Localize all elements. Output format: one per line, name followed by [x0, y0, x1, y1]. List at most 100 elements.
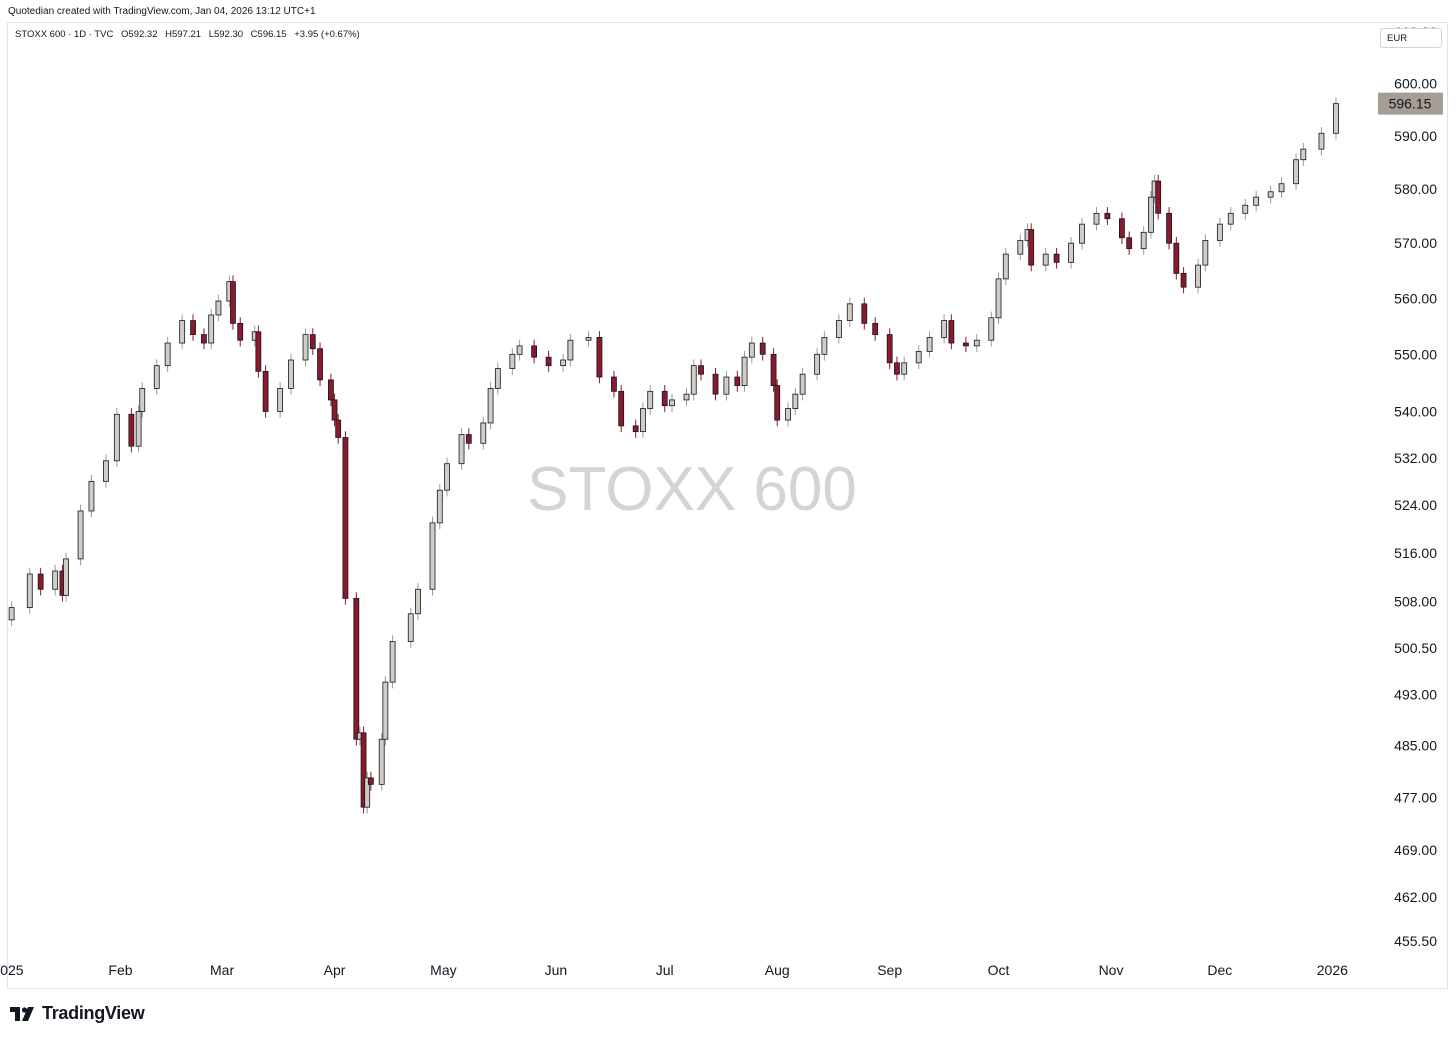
tradingview-logo[interactable]: TradingView [10, 1003, 145, 1024]
candle [531, 339, 538, 364]
candle [444, 457, 450, 497]
candle [255, 325, 262, 378]
candle [1093, 207, 1100, 231]
candle [190, 314, 196, 341]
candle-body [190, 320, 196, 335]
candle [494, 362, 501, 395]
candle-body [835, 320, 842, 338]
candle [1042, 247, 1049, 272]
candle-body [353, 598, 360, 740]
price-axis-label: 469.00 [1394, 842, 1437, 858]
candle [230, 275, 236, 330]
candle [1242, 199, 1249, 220]
candle-body [915, 351, 922, 364]
candle [201, 328, 207, 350]
candle-body [201, 334, 207, 344]
candle [1017, 234, 1024, 261]
candle-body [926, 337, 933, 352]
candle [335, 413, 342, 444]
candle [480, 416, 487, 450]
price-axis-label: 455.50 [1394, 933, 1437, 949]
candle-body [698, 365, 704, 375]
candle-body [77, 510, 84, 560]
time-axis[interactable]: 2025 Feb Mar Apr May Jun Jul Aug Sep Oct Nov Dec 202… [0, 962, 1348, 978]
candle [509, 348, 516, 375]
price-axis-label: 493.00 [1394, 687, 1437, 703]
candle [179, 314, 186, 350]
candle [516, 339, 523, 361]
candle [382, 675, 389, 746]
candle [139, 382, 146, 418]
candle-body [342, 437, 349, 599]
candle [215, 294, 222, 322]
candle-body [596, 337, 603, 378]
candle-body [1202, 240, 1209, 266]
candle-body [262, 370, 269, 412]
candle-body [113, 413, 120, 462]
candle [1333, 97, 1339, 140]
price-axis-label: 580.00 [1394, 181, 1437, 197]
candle [1119, 212, 1125, 244]
candle [973, 334, 980, 353]
candle [135, 405, 142, 453]
candle-body [759, 342, 766, 355]
candle-body [1119, 218, 1125, 239]
candle [1300, 142, 1307, 166]
price-axis-label: 524.00 [1394, 497, 1437, 513]
candle-body [1068, 242, 1075, 263]
candle-body [632, 425, 639, 433]
candle [328, 373, 334, 407]
candle-body [886, 334, 893, 364]
candle [661, 385, 668, 412]
candle [545, 350, 552, 372]
candle [1126, 231, 1133, 255]
legend-symbol[interactable]: STOXX 600 · 1D · TVC [15, 29, 114, 40]
price-axis-label: 532.00 [1394, 450, 1437, 466]
candle [759, 336, 766, 361]
candle-body [734, 376, 741, 386]
price-axis-label: 516.00 [1394, 545, 1437, 561]
candle [748, 336, 755, 364]
candle-body [1093, 212, 1100, 225]
candle-body [774, 385, 781, 421]
brand-name: TradingView [42, 1003, 145, 1023]
candle-body [135, 411, 142, 447]
candle-body [208, 314, 215, 344]
candle-body [179, 320, 186, 344]
candle [407, 607, 414, 648]
candle [962, 336, 969, 353]
candle [1195, 258, 1201, 294]
candle-body [962, 342, 969, 347]
candle [647, 385, 654, 415]
candle-body [988, 317, 995, 341]
candle-body [237, 322, 244, 341]
candle-body [1126, 237, 1133, 250]
price-axis-label: 560.00 [1394, 290, 1437, 306]
candles-layer [8, 97, 1339, 814]
candle-body [1267, 191, 1274, 198]
candle [596, 331, 603, 384]
candle-body [1017, 240, 1024, 255]
candle-body [799, 373, 806, 395]
candle [1140, 226, 1147, 255]
candle-body [328, 379, 334, 401]
currency-selector[interactable]: EUR [1380, 28, 1442, 48]
candle-body [995, 278, 1002, 319]
candle-body [277, 388, 284, 412]
candle [63, 552, 69, 602]
candle [734, 370, 741, 392]
time-axis-label: Oct [988, 962, 1010, 978]
candle [618, 385, 625, 433]
candle [846, 297, 853, 327]
candle [1216, 217, 1223, 247]
candle-body [1053, 253, 1060, 263]
candle-body [948, 320, 955, 344]
legend-change: +3.95 (+0.67%) [294, 29, 360, 40]
candle [611, 370, 617, 398]
candle [465, 428, 472, 450]
candle-body [846, 303, 853, 321]
price-axis[interactable]: 610.00600.00590.00580.00570.00560.00550.… [1394, 24, 1437, 949]
candle-body [1227, 212, 1234, 225]
candle [567, 334, 574, 367]
